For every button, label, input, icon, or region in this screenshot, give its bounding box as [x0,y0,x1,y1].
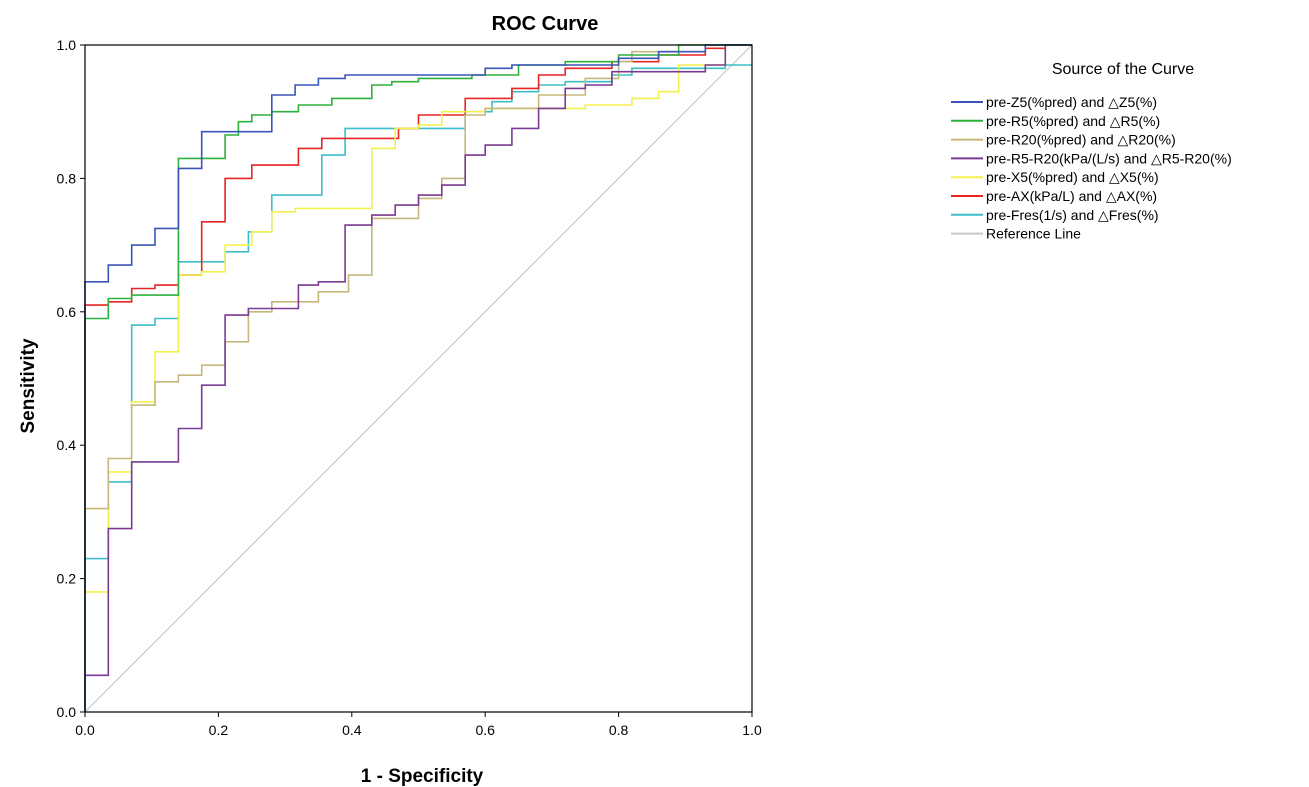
series-line-7 [84,44,753,713]
y-axis-label: Sensitivity [18,338,39,433]
y-tick-label: 0.2 [57,571,77,587]
y-tick-label: 0.8 [57,170,77,186]
axis-ticks: 0.0 0.2 0.4 0.6 0.8 1.0 0.0 0.2 0.4 0.6 0.8 1.0 [57,37,762,738]
x-tick-label: 0.6 [475,722,495,738]
legend-label: Reference Line [986,226,1081,242]
legend-label: pre-R5(%pred) and △R5(%) [986,113,1160,129]
plot-lines [84,44,753,713]
x-tick-label: 0.0 [75,722,95,738]
legend-title: Source of the Curve [1052,61,1194,78]
legend-label: pre-R5-R20(kPa/(L/s) and △R5-R20(%) [986,150,1232,166]
legend-label: pre-Fres(1/s) and △Fres(%) [986,207,1159,223]
y-tick-label: 0.0 [57,704,77,720]
plot-frame [84,44,753,713]
x-axis-label: 1 - Specificity [361,766,484,787]
legend-label: pre-R20(%pred) and △R20(%) [986,132,1176,148]
x-tick-label: 0.8 [609,722,629,738]
legend: Source of the Curve pre-Z5(%pred) and △Z… [951,61,1232,242]
x-tick-label: 0.4 [342,722,362,738]
y-tick-label: 0.6 [57,304,77,320]
series-line-6 [84,64,752,712]
x-tick-label: 1.0 [742,722,762,738]
series-line-4 [84,44,752,712]
y-tick-label: 1.0 [57,37,77,53]
x-tick-label: 0.2 [209,722,229,738]
legend-label: pre-AX(kPa/L) and △AX(%) [986,188,1157,204]
chart-title: ROC Curve [492,13,599,35]
series-line-3 [84,44,752,712]
y-tick-label: 0.4 [57,437,77,453]
series-line-2 [84,44,752,712]
legend-label: pre-X5(%pred) and △X5(%) [986,169,1159,185]
series-line-0 [84,44,752,712]
legend-label: pre-Z5(%pred) and △Z5(%) [986,94,1157,110]
